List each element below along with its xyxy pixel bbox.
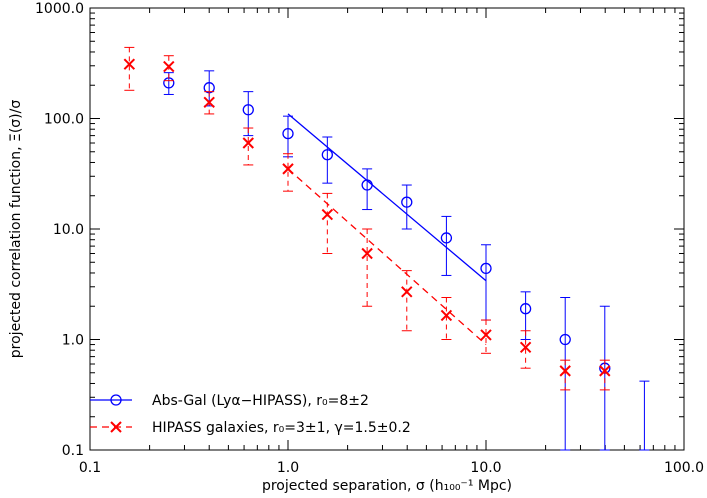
y-tick-label: 1.0 — [62, 333, 84, 349]
fit-line — [287, 113, 487, 282]
data-point — [321, 149, 333, 161]
data-point — [163, 60, 175, 73]
x-tick-label: 100.0 — [664, 460, 704, 476]
x-tick-label: 0.1 — [79, 460, 101, 476]
tick-labels: 0.1 1.0 10.0 100.0 0.1 1.0 10.0 100.0 1000.0 — [35, 1, 704, 476]
data-point-stroke — [440, 309, 453, 322]
data-point-stroke — [480, 329, 492, 341]
data-point — [480, 262, 492, 275]
data-point-stroke — [123, 58, 136, 70]
series-layer — [123, 46, 650, 451]
axis-ticks — [89, 8, 684, 451]
y-tick-label: 1000.0 — [35, 1, 84, 17]
data-point — [282, 127, 294, 140]
y-tick-label: 0.1 — [62, 443, 84, 459]
legend-marker — [110, 394, 122, 406]
x-tick-label: 1.0 — [277, 460, 299, 476]
legend-label: HIPASS galaxies, r₀=3±1, γ=1.5±0.2 — [152, 420, 411, 436]
legend-label: Abs-Gal (Lyα−HIPASS), r₀=8±2 — [152, 393, 369, 409]
data-point-stroke — [559, 365, 571, 377]
data-point — [282, 163, 294, 175]
data-point — [599, 365, 611, 377]
data-point-stroke — [361, 247, 373, 260]
data-point-stroke — [599, 365, 611, 377]
data-point — [203, 96, 215, 109]
data-point-stroke — [519, 341, 532, 354]
data-point — [559, 365, 571, 377]
data-point-stroke — [163, 60, 175, 73]
data-point — [123, 58, 136, 70]
data-point-stroke — [242, 137, 254, 149]
data-point — [361, 179, 373, 191]
data-point — [401, 286, 413, 298]
y-axis-label: projected correlation function, Ξ(σ)/σ — [8, 100, 24, 359]
legend: Abs-Gal (Lyα−HIPASS), r₀=8±2 HIPASS galax… — [90, 393, 411, 436]
data-point — [242, 137, 254, 149]
data-point-stroke — [321, 208, 334, 221]
data-point — [480, 329, 492, 341]
data-point-stroke — [282, 163, 294, 175]
data-point — [519, 341, 532, 354]
data-point-stroke — [203, 96, 215, 109]
data-point-stroke — [401, 286, 413, 298]
plot-frame — [89, 7, 685, 451]
data-point — [440, 232, 453, 244]
y-tick-label: 10.0 — [53, 222, 84, 238]
data-point — [321, 208, 334, 221]
fit-line — [287, 168, 487, 346]
data-point — [559, 333, 571, 346]
data-point — [519, 303, 532, 315]
legend-marker — [110, 421, 122, 433]
data-point — [361, 247, 373, 260]
y-tick-label: 100.0 — [44, 112, 84, 128]
data-point — [242, 104, 254, 116]
data-point — [440, 309, 453, 322]
x-axis-label: projected separation, σ (h₁₀₀⁻¹ Mpc) — [262, 478, 512, 494]
x-tick-label: 10.0 — [470, 460, 501, 476]
data-point — [401, 196, 413, 208]
series-2 — [123, 46, 611, 391]
